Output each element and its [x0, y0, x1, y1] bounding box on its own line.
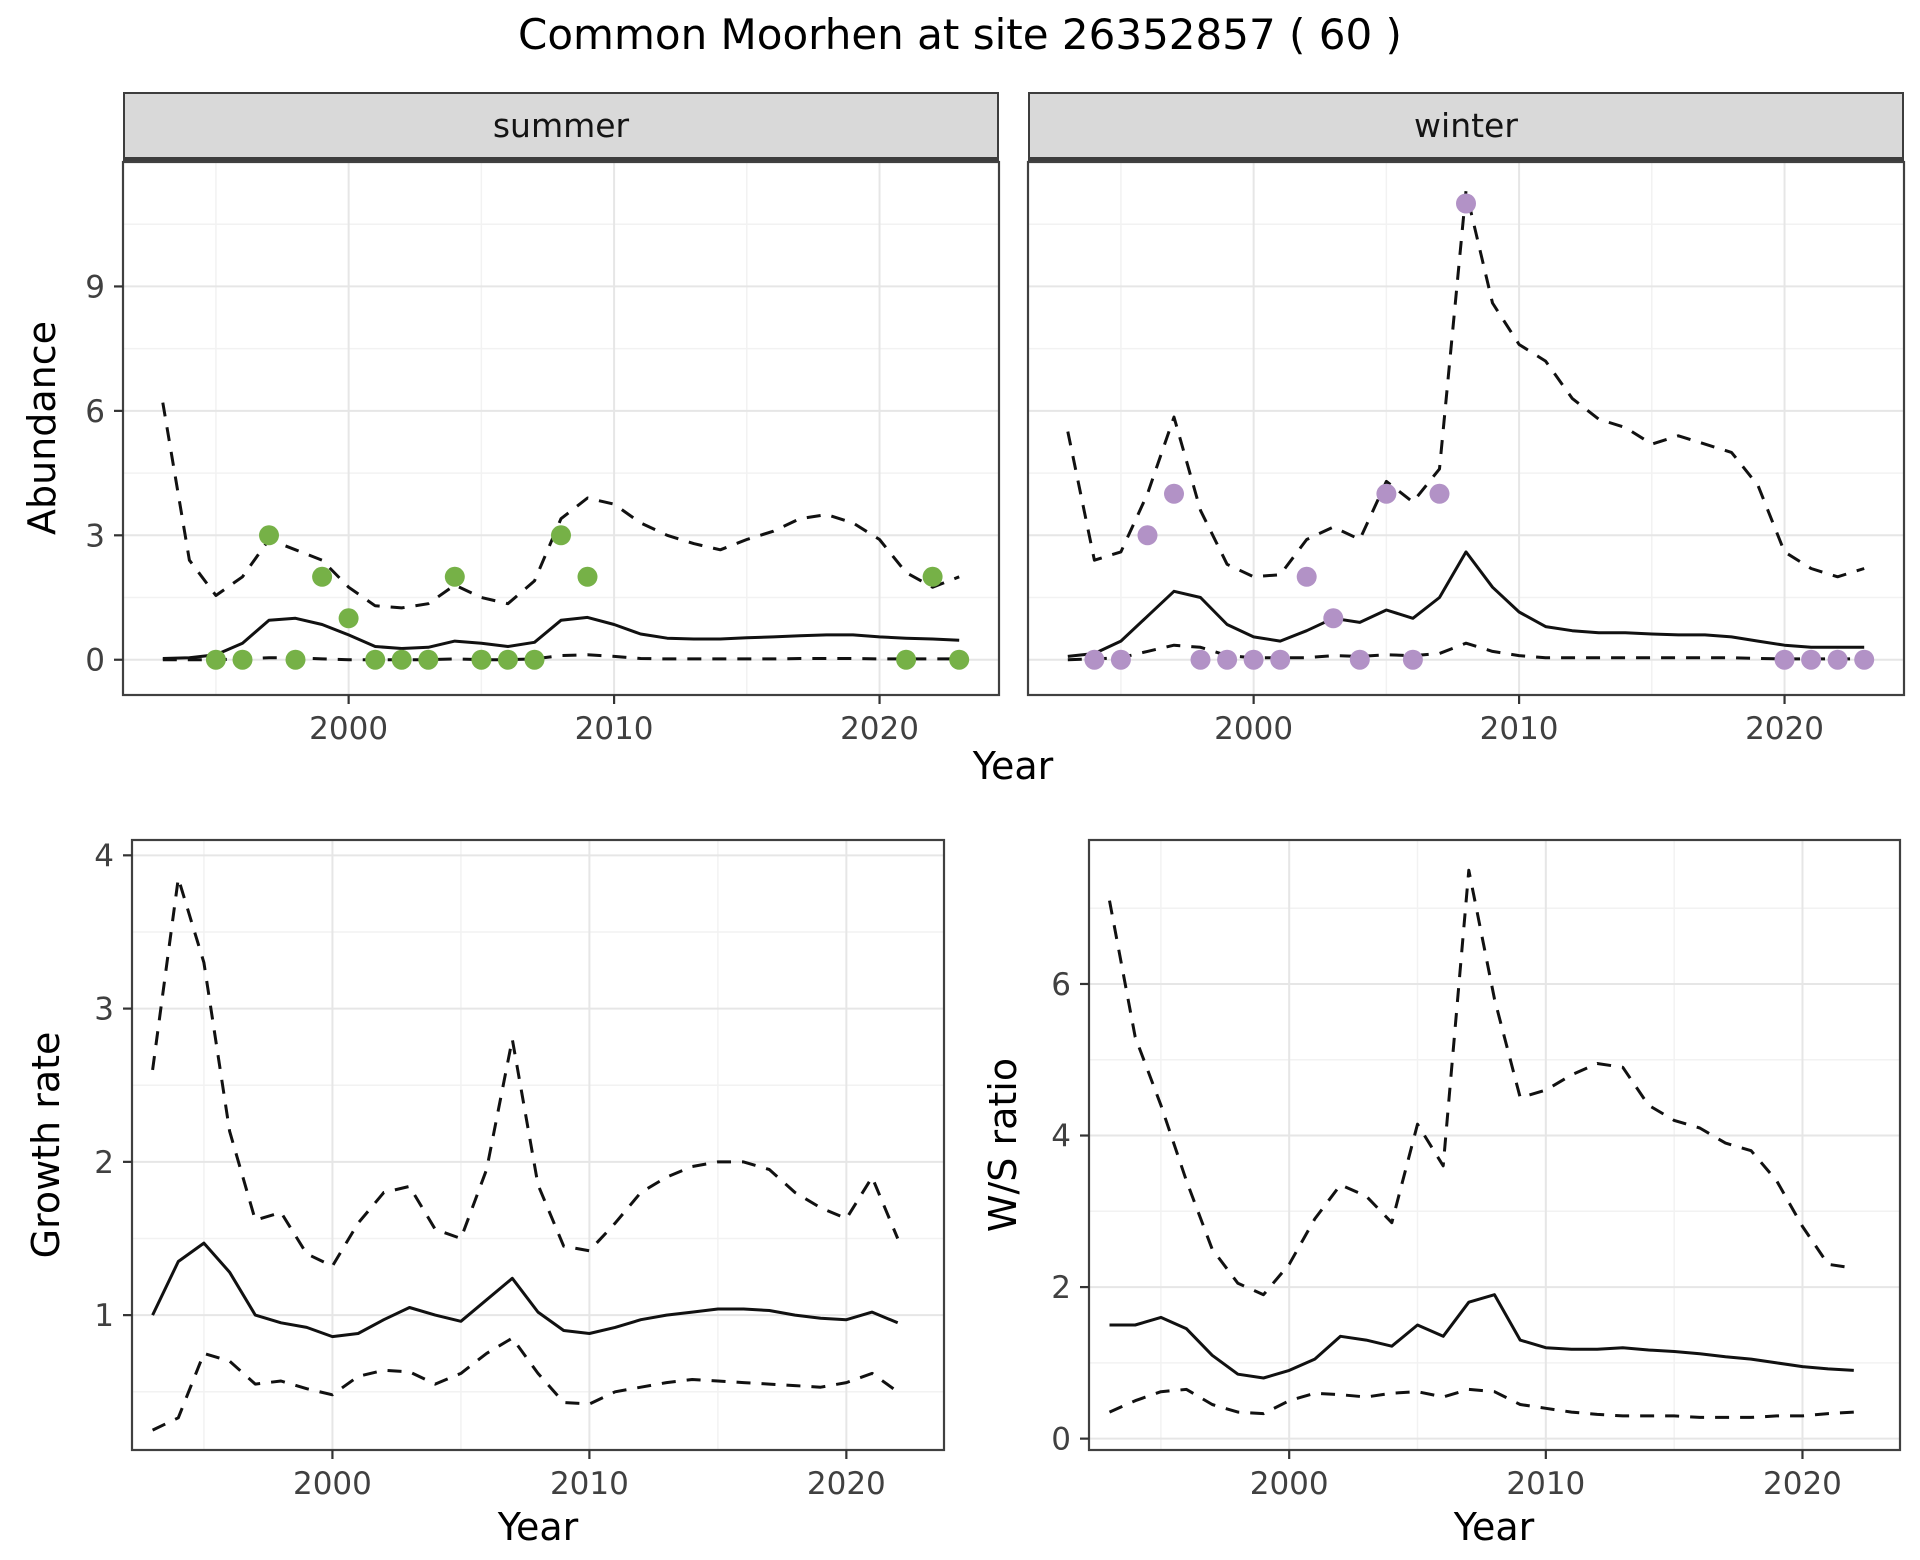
- ws-ratio-fit-line: [1109, 1293, 1854, 1380]
- winter-x-axis-tick-label: 2000: [1214, 711, 1293, 747]
- summer-observation-point: [365, 649, 386, 670]
- facet-strip-summer: summer: [123, 92, 999, 162]
- growth-rate-fit-line: [151, 1241, 899, 1339]
- summer-observation-point: [259, 525, 279, 546]
- winter-observation-point: [1217, 649, 1238, 670]
- summer-observation-point: [896, 649, 917, 670]
- ws-ratio-x-axis-tick-label: 2000: [1250, 1466, 1329, 1502]
- summer-y-axis-tick-label: 9: [85, 269, 105, 305]
- x-axis-title-growth-rate: Year: [497, 1505, 579, 1549]
- winter-observation-point: [1456, 193, 1476, 214]
- growth-rate-panel-border: [130, 838, 946, 1452]
- winter-x-axis-tick-label: 2020: [1745, 711, 1824, 747]
- summer-ci-upper-dashed-line: [161, 402, 960, 610]
- summer-observation-point: [497, 649, 518, 670]
- winter-observation-point: [1270, 649, 1291, 670]
- summer-observation-point: [922, 566, 943, 587]
- summer-observation-point: [418, 649, 439, 670]
- winter-observation-point: [1110, 649, 1131, 670]
- ws-ratio-y-axis-tick-label: 6: [1051, 967, 1071, 1003]
- x-axis-title-ws-ratio: Year: [1453, 1505, 1535, 1549]
- winter-ci-lower-dashed-line: [1067, 641, 1865, 662]
- winter-observation-point: [1774, 649, 1795, 670]
- winter-fit-line: [1067, 550, 1865, 658]
- growth-rate-y-axis-tick-label: 4: [94, 838, 114, 874]
- winter-observation-point: [1376, 483, 1397, 504]
- ws-ratio-x-axis-tick-label: 2020: [1763, 1466, 1842, 1502]
- summer-observation-point: [205, 649, 226, 670]
- summer-observation-point: [312, 566, 333, 587]
- summer-y-axis-tick-label: 3: [85, 518, 105, 554]
- growth-rate-y-axis-tick-label: 2: [94, 1145, 114, 1181]
- facet-strip-summer-label: summer: [492, 106, 630, 145]
- ws-ratio-panel-background: [1089, 840, 1900, 1450]
- summer-observation-point: [524, 649, 545, 670]
- summer-observation-point: [577, 566, 598, 587]
- winter-observation-point: [1084, 649, 1105, 670]
- growth-rate-y-axis-tick-label: 1: [94, 1298, 114, 1334]
- summer-fit-line: [162, 615, 960, 660]
- ws-ratio-y-axis-tick-label: 4: [1051, 1119, 1071, 1155]
- figure-title: Common Moorhen at site 26352857 ( 60 ): [518, 10, 1402, 59]
- winter-observation-point: [1323, 608, 1344, 629]
- ws-ratio-ci-lower-dashed-line: [1108, 1387, 1854, 1419]
- summer-x-axis-tick-label: 2000: [309, 711, 388, 747]
- facet-strip-winter: winter: [1028, 92, 1904, 162]
- winter-observation-point: [1349, 649, 1370, 670]
- growth-rate-ci-lower-dashed-line: [151, 1336, 899, 1432]
- growth-rate-ci-upper-dashed-line: [151, 876, 900, 1268]
- summer-panel-border: [121, 160, 1001, 697]
- summer-y-axis-tick-label: 6: [85, 394, 105, 430]
- summer-observation-point: [338, 608, 359, 629]
- summer-y-axis-tick-label: 0: [85, 643, 105, 679]
- ws-ratio-y-axis-tick-label: 0: [1051, 1422, 1071, 1458]
- summer-observation-point: [391, 649, 412, 670]
- summer-observation-point: [471, 649, 492, 670]
- winter-observation-point: [1190, 649, 1211, 670]
- ws-ratio-ci-upper-dashed-line: [1108, 868, 1855, 1297]
- summer-observation-point: [285, 649, 306, 670]
- winter-panel-border: [1026, 160, 1906, 697]
- winter-ci-upper-dashed-line: [1066, 189, 1865, 579]
- winter-x-axis-tick-label: 2010: [1480, 711, 1559, 747]
- winter-observation-point: [1827, 649, 1848, 670]
- winter-observation-point: [1854, 649, 1875, 670]
- summer-observation-point: [444, 566, 465, 587]
- winter-observation-point: [1402, 649, 1423, 670]
- ws-ratio-x-axis-tick-label: 2010: [1506, 1466, 1585, 1502]
- winter-observation-point: [1243, 649, 1264, 670]
- growth-rate-y-axis-tick-label: 3: [94, 992, 114, 1028]
- growth-rate-x-axis-tick-label: 2000: [293, 1466, 372, 1502]
- summer-observation-point: [232, 649, 253, 670]
- growth-rate-x-axis-tick-label: 2010: [550, 1466, 629, 1502]
- winter-observation-point: [1164, 483, 1184, 504]
- x-axis-title-abundance: Year: [972, 744, 1054, 788]
- facet-strip-winter-label: winter: [1414, 106, 1518, 145]
- winter-observation-point: [1801, 649, 1822, 670]
- winter-observation-point: [1137, 525, 1158, 546]
- winter-observation-point: [1429, 483, 1450, 504]
- summer-x-axis-tick-label: 2020: [840, 711, 919, 747]
- growth-rate-x-axis-tick-label: 2020: [807, 1466, 886, 1502]
- summer-x-axis-tick-label: 2010: [575, 711, 654, 747]
- summer-observation-point: [949, 649, 970, 670]
- winter-panel-background: [1028, 162, 1904, 695]
- ws-ratio-y-axis-tick-label: 2: [1051, 1270, 1071, 1306]
- summer-observation-point: [551, 525, 571, 546]
- growth-rate-panel-background: [132, 840, 944, 1450]
- ws-ratio-panel-border: [1087, 838, 1902, 1452]
- summer-panel-background: [123, 162, 999, 695]
- winter-observation-point: [1296, 566, 1317, 587]
